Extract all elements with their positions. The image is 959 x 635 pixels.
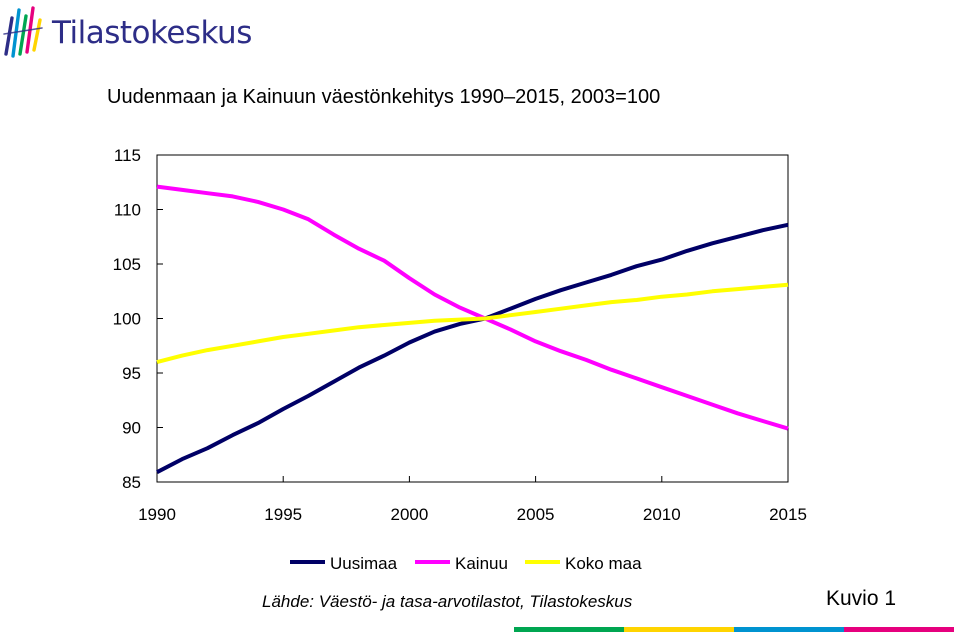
footer-color-segment [624, 627, 734, 632]
figure-number: Kuvio 1 [826, 587, 897, 610]
x-tick-label: 2015 [769, 505, 807, 524]
series-line-koko-maa [156, 282, 789, 365]
x-tick-label: 1995 [264, 505, 302, 524]
legend-label: Koko maa [565, 554, 642, 573]
x-tick-label: 1990 [138, 505, 176, 524]
y-tick-label: 85 [122, 473, 141, 492]
logo-wordmark: Tilastokeskus [52, 15, 252, 51]
y-tick-label: 100 [113, 310, 141, 329]
legend-label: Kainuu [455, 554, 508, 573]
chart-title: Uudenmaan ja Kainuun väestönkehitys 1990… [107, 86, 661, 108]
source-note: Lähde: Väestö- ja tasa-arvotilastot, Til… [262, 592, 633, 611]
footer-color-segment [734, 627, 844, 632]
x-tick-label: 2010 [643, 505, 681, 524]
footer-color-segment [514, 627, 624, 632]
y-tick-label: 90 [122, 419, 141, 438]
y-tick-label: 115 [114, 146, 141, 165]
y-tick-label: 105 [113, 255, 141, 274]
legend-label: Uusimaa [330, 554, 398, 573]
y-tick-label: 110 [114, 201, 141, 220]
series-line-kainuu [156, 184, 789, 431]
tilastokeskus-logo: Tilastokeskus [2, 2, 252, 60]
footer-color-bar [514, 627, 954, 632]
x-tick-label: 2000 [390, 505, 428, 524]
tilastokeskus-logo-mark-icon [3, 6, 43, 58]
series-line-uusimaa [156, 222, 789, 474]
y-tick-label: 95 [122, 364, 141, 383]
footer-color-segment [844, 627, 954, 632]
x-tick-label: 2005 [517, 505, 555, 524]
